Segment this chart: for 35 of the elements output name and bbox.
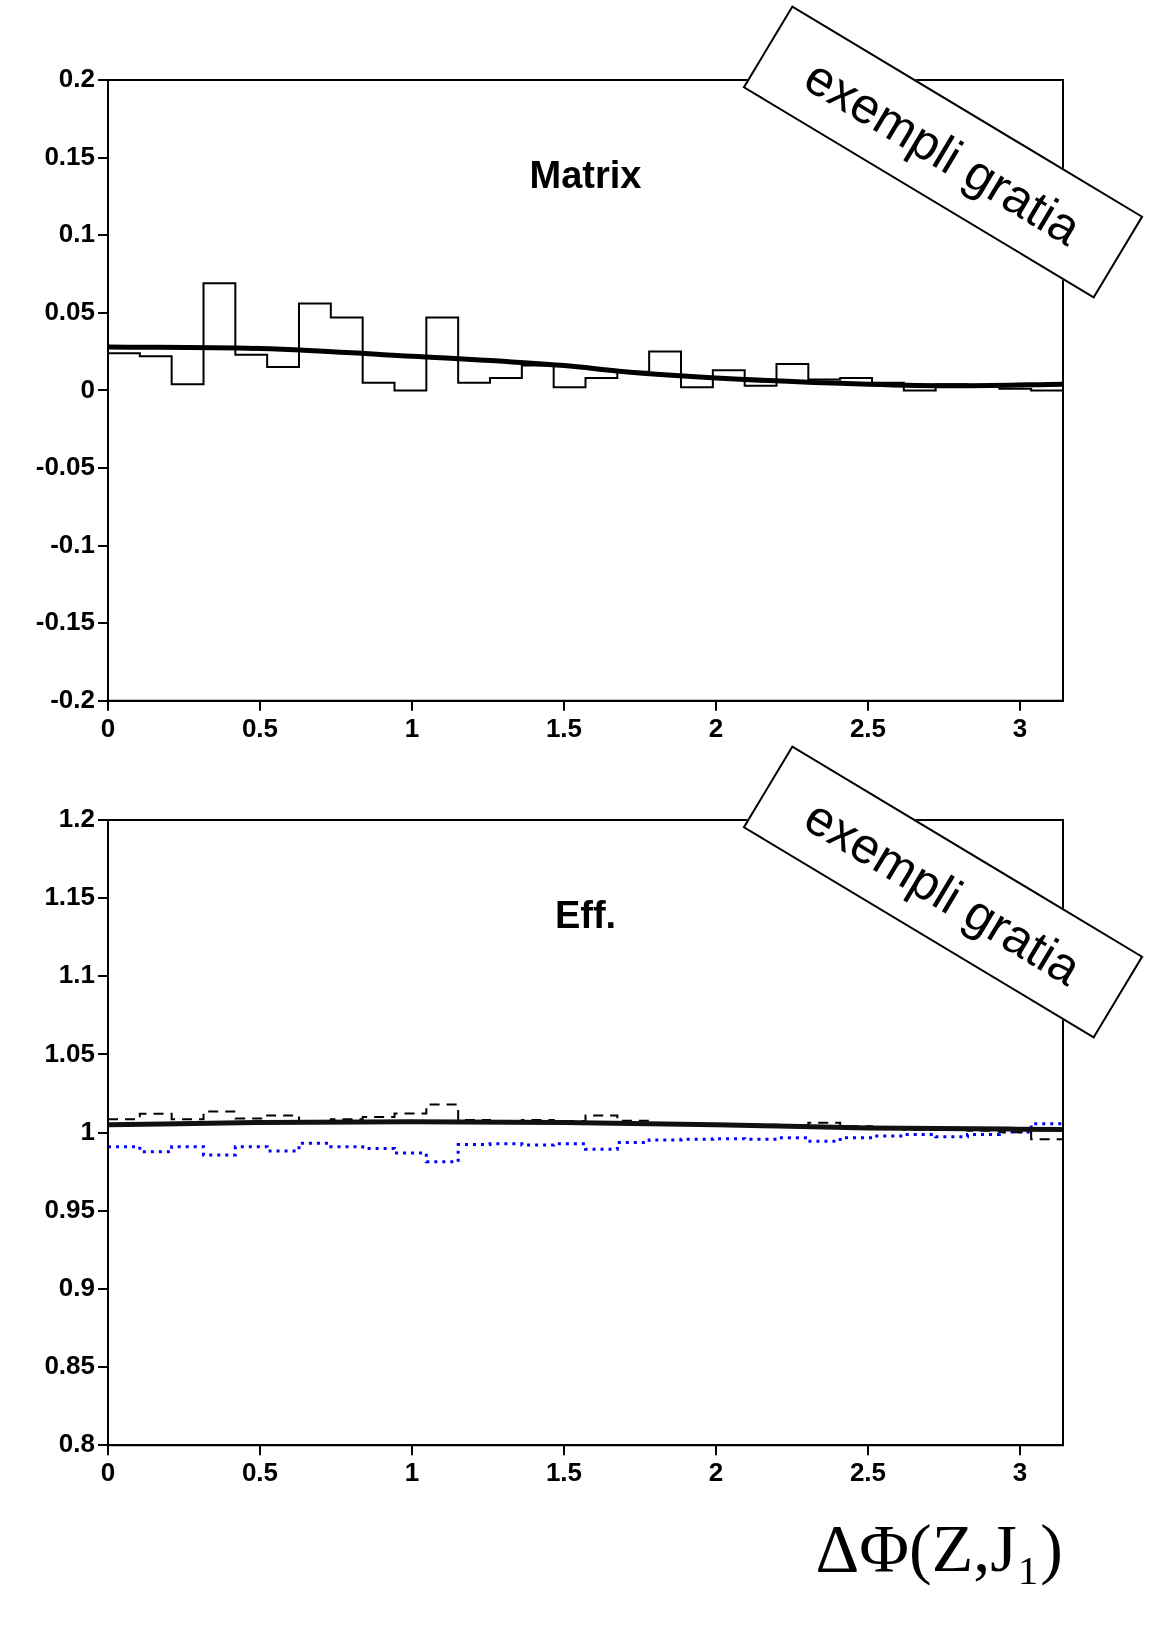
y-tick-label: 0.15 xyxy=(44,140,95,171)
x-tick-label: 1 xyxy=(404,1456,420,1487)
y-tick-label: 0.95 xyxy=(44,1193,95,1224)
y-tick-label: -0.05 xyxy=(35,451,95,482)
x-tick-label: 1 xyxy=(404,712,420,743)
text: Eff. xyxy=(554,894,617,937)
x-tick-label: 2 xyxy=(708,712,724,743)
y-tick-label: 0.1 xyxy=(58,218,95,249)
y-tick-label: 0.9 xyxy=(58,1272,95,1303)
x-tick-label: 0 xyxy=(100,712,116,743)
y-tick-label: -0.2 xyxy=(50,683,95,714)
x-tick-label: 2.5 xyxy=(849,712,887,743)
text: Matrix xyxy=(529,154,642,197)
y-tick-label: 1.2 xyxy=(58,803,95,834)
x-tick-label: 1.5 xyxy=(545,712,583,743)
x-tick-label: 0.5 xyxy=(241,1456,279,1487)
x-tick-label: 2.5 xyxy=(849,1456,887,1487)
y-tick-label: 0.85 xyxy=(44,1350,95,1381)
y-tick-label: 1.05 xyxy=(44,1037,95,1068)
y-tick-label: 0.8 xyxy=(58,1428,95,1459)
x-axis-title: ΔΦ(Z,J₁) xyxy=(815,1510,1063,1587)
x-tick-label: 0.5 xyxy=(241,712,279,743)
y-tick-label: -0.1 xyxy=(50,528,95,559)
y-tick-label: 1.1 xyxy=(58,959,95,990)
y-tick-label: 1 xyxy=(80,1115,95,1146)
y-tick-label: 0.05 xyxy=(44,295,95,326)
x-tick-label: 3 xyxy=(1012,1456,1028,1487)
x-tick-label: 1.5 xyxy=(545,1456,583,1487)
y-tick-label: 0.2 xyxy=(58,63,95,94)
x-tick-label: 0 xyxy=(100,1456,116,1487)
x-tick-label: 2 xyxy=(708,1456,724,1487)
y-tick-label: 1.15 xyxy=(44,881,95,912)
y-tick-label: -0.15 xyxy=(35,606,95,637)
x-tick-label: 3 xyxy=(1012,712,1028,743)
y-tick-label: 0 xyxy=(80,373,95,404)
